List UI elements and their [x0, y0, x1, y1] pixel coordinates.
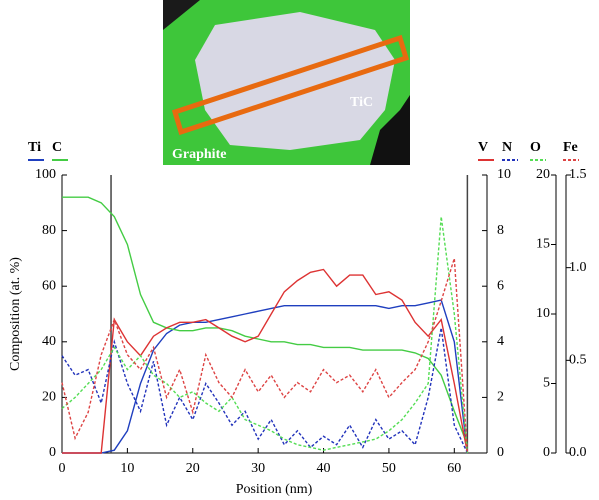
y-tick-label: 40 [42, 334, 56, 349]
series-line [62, 268, 469, 454]
y-tick-label: 15 [536, 237, 550, 252]
x-tick-label: 60 [447, 461, 461, 476]
x-tick-label: 20 [186, 461, 200, 476]
y-tick-label: 20 [42, 390, 56, 405]
x-axis-label: Position (nm) [236, 482, 313, 497]
x-tick-label: 30 [251, 461, 265, 476]
x-tick-label: 40 [317, 461, 331, 476]
y-tick-label: 0 [543, 445, 550, 460]
y-tick-label: 8 [497, 223, 504, 238]
y-tick-label: 10 [536, 306, 550, 321]
y-tick-label: 6 [497, 278, 504, 293]
y-tick-label: 20 [536, 167, 550, 182]
legend-label: C [52, 140, 62, 155]
y-tick-label: 2 [497, 390, 504, 405]
legend-label: Ti [28, 140, 41, 155]
series-line [62, 299, 469, 454]
dark-region [370, 95, 410, 165]
annotation: Graphite [172, 147, 226, 162]
series-line [61, 327, 469, 454]
y-axis-label: Composition (at. %) [8, 257, 23, 371]
series-line [61, 258, 469, 454]
micrograph: TiC Graphite [163, 0, 410, 165]
grain [195, 12, 395, 150]
y-tick-label: 10 [497, 167, 511, 182]
legend-label: V [478, 140, 488, 155]
x-tick-label: 10 [120, 461, 134, 476]
y-tick-label: 4 [497, 334, 504, 349]
y-tick-label: 0 [497, 445, 504, 460]
series-line [62, 196, 469, 445]
dark-region [163, 0, 200, 30]
x-tick-label: 0 [59, 461, 66, 476]
series-line [61, 216, 469, 454]
y-tick-label: 0 [49, 445, 56, 460]
y-tick-label: 0.0 [569, 445, 587, 460]
annotation: TiC [350, 95, 373, 110]
legend-label: N [502, 140, 512, 155]
y-tick-label: 1.5 [569, 167, 587, 182]
x-tick-label: 50 [382, 461, 396, 476]
y-tick-label: 100 [35, 167, 56, 182]
y-tick-label: 5 [543, 376, 550, 391]
y-tick-label: 60 [42, 278, 56, 293]
legend-label: O [530, 140, 541, 155]
legend-label: Fe [563, 140, 578, 155]
y-tick-label: 80 [42, 223, 56, 238]
y-tick-label: 1.0 [569, 260, 587, 275]
scan-box [171, 34, 410, 136]
y-tick-label: 0.5 [569, 353, 587, 368]
